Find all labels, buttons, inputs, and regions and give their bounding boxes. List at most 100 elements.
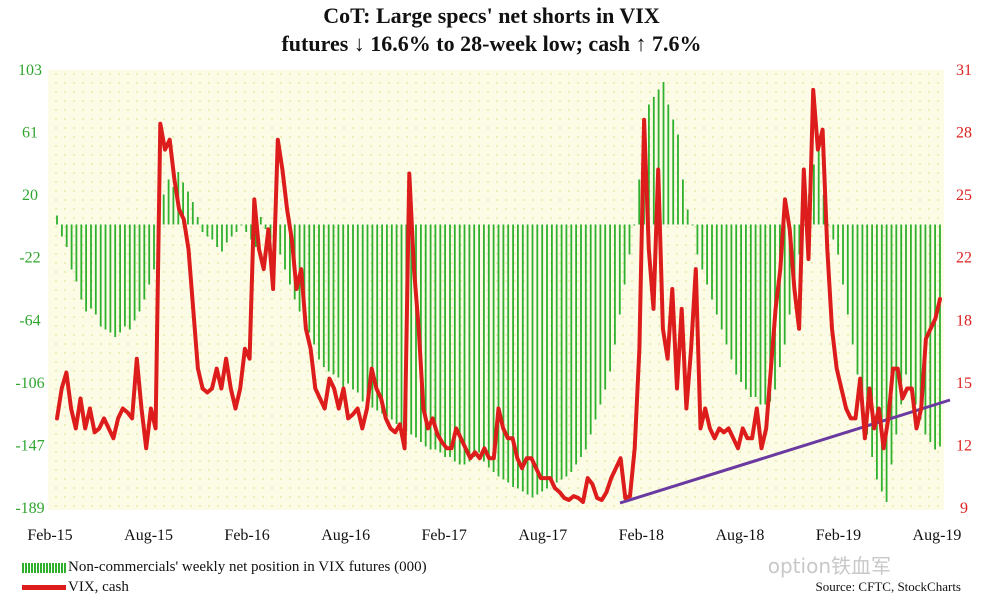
bar-mark (691, 224, 694, 226)
x-axis-tick-label: Aug-19 (913, 527, 962, 544)
bar-mark (216, 224, 218, 247)
bar-mark (720, 224, 723, 330)
bar-mark (745, 224, 747, 390)
bar-mark (594, 224, 597, 420)
bar-mark (900, 224, 903, 405)
bar-mark (94, 224, 97, 315)
bar-mark (638, 179, 641, 225)
bar-mark (749, 224, 752, 397)
bar-mark (148, 224, 151, 285)
bar-mark (788, 224, 791, 315)
x-axis-tick-label: Aug-17 (518, 527, 567, 544)
bar-mark (880, 224, 883, 492)
bar-mark (61, 224, 63, 237)
bar-mark (827, 224, 830, 226)
bar-mark (90, 224, 92, 309)
x-axis-tick-label: Feb-15 (27, 527, 72, 544)
left-axis-tick-label: -189 (15, 500, 44, 517)
bar-mark (356, 224, 359, 393)
bar-mark (589, 224, 592, 435)
bar-mark (395, 224, 398, 424)
left-axis-tick-label: -64 (19, 312, 40, 329)
bar-mark (924, 224, 927, 435)
trend-line (619, 398, 951, 505)
watermark-text: option铁血军 (767, 554, 891, 578)
bar-mark (327, 224, 330, 372)
bar-mark (866, 224, 869, 435)
bar-mark (230, 224, 233, 237)
bar-mark (657, 89, 660, 225)
bar-mark (711, 224, 713, 300)
bar-mark (652, 97, 655, 225)
bar-mark (119, 224, 121, 333)
bar-mark (211, 224, 214, 240)
bar-mark (65, 224, 68, 247)
x-axis-tick-label: Aug-18 (715, 527, 764, 544)
bar-mark (347, 224, 349, 384)
bar-mark (560, 224, 563, 480)
bar-mark (279, 224, 282, 255)
bar-mark (512, 224, 514, 487)
bar-mark (124, 224, 126, 327)
bar-mark (551, 224, 553, 486)
right-axis-tick-label: 31 (956, 62, 972, 79)
bar-mark (851, 224, 854, 345)
bar-mark (235, 224, 238, 232)
bar-mark (313, 224, 315, 345)
bar-mark (245, 224, 248, 232)
bar-mark (536, 224, 539, 495)
bar-mark (240, 224, 243, 226)
right-axis-tick-label: 25 (956, 187, 972, 204)
bar-mark (308, 224, 311, 333)
bar-mark (80, 224, 83, 300)
bar-mark (487, 224, 490, 468)
bar-mark (696, 224, 699, 255)
bar-mark (706, 224, 708, 285)
bar-mark (225, 224, 228, 243)
bar-mark (167, 179, 170, 225)
bar-mark (114, 224, 117, 337)
bar-mark (604, 224, 607, 390)
bar-mark (895, 224, 898, 435)
bar-mark (914, 224, 917, 405)
bar-mark (138, 224, 141, 312)
bar-mark (764, 224, 767, 405)
bar-mark (609, 224, 611, 372)
x-axis-tick-label: Feb-18 (619, 527, 664, 544)
bar-mark (759, 224, 762, 405)
bar-mark (798, 224, 801, 255)
bar-mark (468, 224, 471, 462)
left-axis-tick-label: 20 (22, 187, 38, 204)
bar-mark (565, 224, 568, 477)
bar-mark (623, 224, 626, 285)
bar-mark (250, 224, 252, 240)
chart-title-line1: CoT: Large specs' net shorts in VIX (323, 3, 660, 28)
bar-mark (449, 224, 451, 457)
bar-mark (575, 224, 577, 465)
bar-mark (337, 224, 340, 378)
bar-mark (648, 104, 650, 225)
bar-mark (507, 224, 510, 483)
bar-mark (162, 194, 165, 225)
bar-mark (502, 224, 505, 480)
bar-mark (783, 224, 786, 345)
bar-mark (555, 224, 558, 483)
bar-mark (70, 224, 73, 270)
bar-mark (846, 224, 849, 315)
bar-mark (453, 224, 456, 462)
bar-mark (318, 224, 320, 360)
x-axis-tick-label: Aug-15 (124, 527, 173, 544)
bar-mark (153, 224, 155, 270)
left-axis-tick-label: -147 (15, 437, 44, 454)
bar-mark (861, 224, 864, 405)
x-axis-tick-label: Feb-16 (224, 527, 269, 544)
bar-mark (541, 224, 544, 492)
left-axis-tick-label: -106 (15, 375, 44, 392)
bar-mark (701, 224, 704, 270)
right-axis-tick-label: 15 (956, 375, 972, 392)
bar-mark (172, 187, 175, 225)
bar-mark (546, 224, 548, 489)
bar-mark (628, 224, 631, 255)
